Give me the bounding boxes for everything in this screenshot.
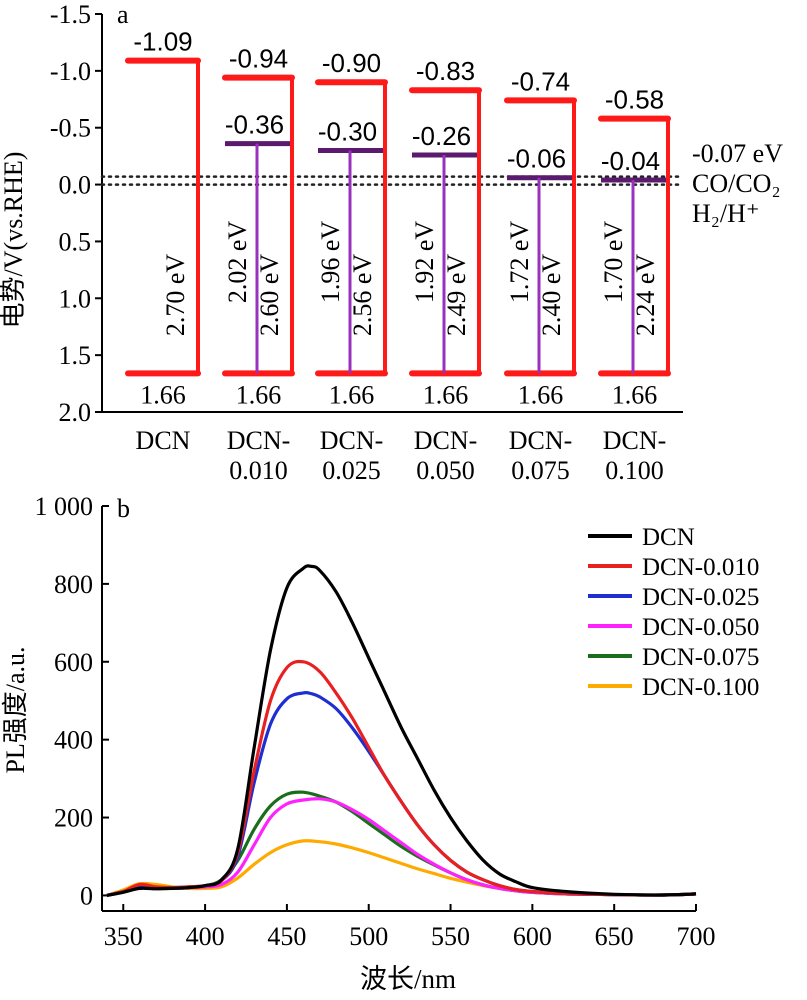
y-tick-label: 600 — [54, 648, 93, 677]
valence-band-value: 1.66 — [140, 380, 186, 409]
valence-band-value: 1.66 — [423, 380, 469, 409]
y-tick-label: 200 — [54, 804, 93, 833]
spectrum-line — [106, 564, 697, 897]
y-tick-label: -1.5 — [50, 0, 91, 29]
y-tick-label: 1.0 — [59, 284, 92, 313]
sample-label: DCN- — [227, 426, 291, 455]
mid-gap-energy-label: 1.72 eV — [505, 221, 534, 304]
x-tick-label: 350 — [104, 922, 143, 951]
legend-label: DCN-0.100 — [642, 674, 759, 701]
sample-label: DCN- — [414, 426, 478, 455]
y-tick-label: 1 000 — [35, 492, 94, 521]
co2-reference-label: CO/CO₂ — [692, 169, 781, 198]
mid-gap-value: -0.30 — [318, 116, 377, 146]
band-diagram-panel: -1.5 -1.0 -0.5 0.0 0.5 1.0 1.5 2.0 电势/V(vs.RHE) a… — [0, 0, 783, 485]
mid-gap-energy-label: 2.02 eV — [223, 221, 252, 304]
y-tick-label: 400 — [54, 726, 93, 755]
panel-label-b: b — [117, 494, 130, 523]
conduction-band-value: -0.58 — [605, 85, 664, 115]
band-gap-label: 2.60 eV — [255, 254, 284, 337]
mid-gap-value: -0.04 — [601, 146, 660, 176]
sample-label-suffix: 0.100 — [605, 456, 664, 485]
band-gap-label: 2.24 eV — [631, 254, 660, 337]
y-tick-label: 0.0 — [59, 171, 92, 200]
sample-label: DCN — [136, 426, 191, 455]
mid-gap-energy-label: 1.70 eV — [599, 221, 628, 304]
panel-label-a: a — [117, 0, 129, 29]
legend-label: DCN-0.025 — [642, 584, 759, 611]
band-gap-label: 2.49 eV — [442, 254, 471, 337]
legend-label: DCN-0.050 — [642, 614, 759, 641]
sample-label: DCN- — [320, 426, 384, 455]
y-tick-label: 0.5 — [59, 227, 92, 256]
y-tick-label: 0 — [80, 881, 93, 910]
sample-label-suffix: 0.050 — [416, 456, 475, 485]
sample-label-suffix: 0.010 — [229, 456, 288, 485]
conduction-band-value: -1.09 — [133, 27, 192, 57]
mid-gap-energy-label: 1.96 eV — [316, 221, 345, 304]
sample-label-suffix: 0.075 — [511, 456, 570, 485]
valence-band-value: 1.66 — [612, 380, 658, 409]
mid-gap-value: -0.36 — [225, 110, 284, 140]
mid-gap-energy-label: 1.92 eV — [410, 221, 439, 304]
x-axis-title: 波长/nm — [360, 964, 456, 994]
sample-label: DCN- — [509, 426, 573, 455]
y-tick-label: 800 — [54, 570, 93, 599]
spectrum-line — [106, 659, 697, 897]
x-tick-label: 600 — [513, 922, 552, 951]
band-gap-label: 2.70 eV — [161, 254, 190, 337]
x-tick-label: 400 — [186, 922, 225, 951]
sample-label-suffix: 0.025 — [322, 456, 381, 485]
y-tick-label: 2.0 — [59, 398, 92, 427]
conduction-band-value: -0.94 — [229, 44, 288, 74]
x-tick-label: 500 — [349, 922, 388, 951]
x-tick-label: 700 — [677, 922, 716, 951]
conduction-band-value: -0.83 — [416, 56, 475, 86]
conduction-band-value: -0.74 — [511, 66, 570, 96]
y-axis-title: 电势/V(vs.RHE) — [0, 152, 28, 329]
x-tick-label: 550 — [431, 922, 470, 951]
y-tick-label: -1.0 — [50, 57, 91, 86]
legend-label: DCN — [642, 524, 695, 551]
band-gap-label: 2.56 eV — [348, 254, 377, 337]
legend-label: DCN-0.075 — [642, 644, 759, 671]
conduction-band-value: -0.90 — [322, 48, 381, 78]
x-tick-label: 650 — [595, 922, 634, 951]
mid-gap-value: -0.26 — [412, 121, 471, 151]
valence-band-value: 1.66 — [518, 380, 564, 409]
band-gap-label: 2.40 eV — [537, 254, 566, 337]
legend-label: DCN-0.010 — [642, 554, 759, 581]
y-tick-label: -0.5 — [50, 114, 91, 143]
sample-label: DCN- — [603, 426, 667, 455]
y-axis-title: PL强度/a.u. — [1, 646, 30, 773]
valence-band-value: 1.66 — [236, 380, 282, 409]
mid-gap-value: -0.06 — [507, 144, 566, 174]
x-tick-label: 450 — [267, 922, 306, 951]
reference-value-label: -0.07 eV — [692, 139, 783, 168]
y-tick-label: 1.5 — [59, 341, 92, 370]
valence-band-value: 1.66 — [329, 380, 375, 409]
h2-reference-label: H₂/H⁺ — [692, 199, 760, 228]
pl-spectrum-panel: 0 200 400 600 800 1 000 350 400 450 500 550 600 650 7… — [1, 492, 759, 994]
